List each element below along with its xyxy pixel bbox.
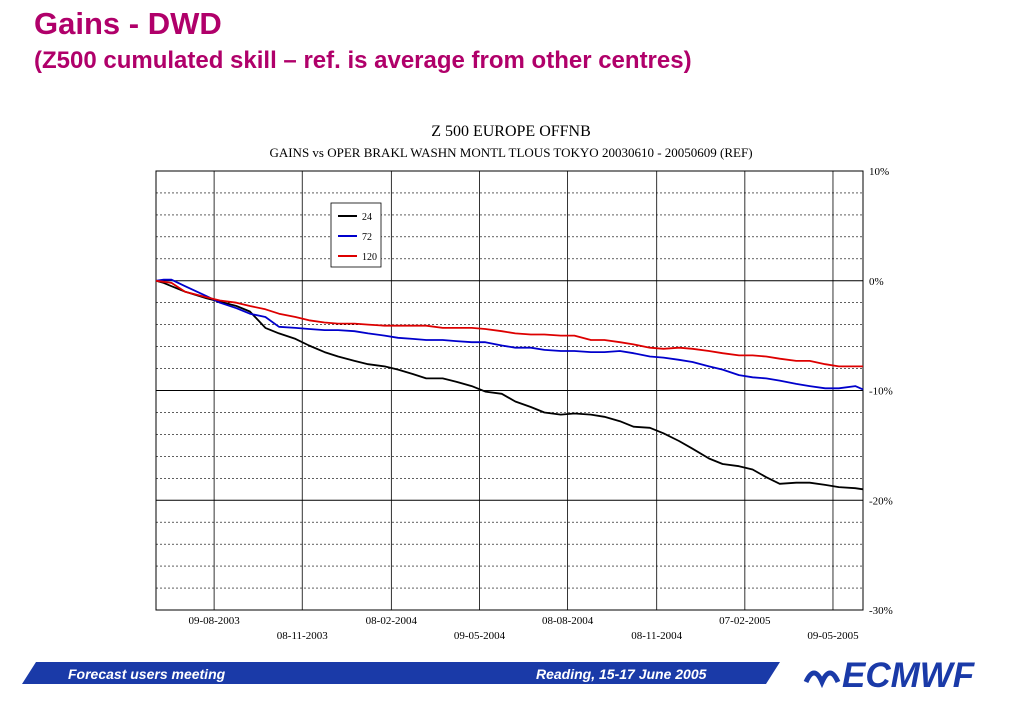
- x-tick-label: 08-08-2004: [542, 615, 594, 627]
- y-axis: 10% 0% -10% -20% -30%: [869, 166, 893, 617]
- chart-title: Z 500 EUROPE OFFNB: [431, 123, 591, 140]
- series-line-120: [155, 279, 863, 368]
- series-lines: [155, 278, 864, 491]
- plot-frame: [155, 170, 864, 611]
- x-tick-label: 09-08-2003: [188, 615, 240, 627]
- legend-label: 120: [362, 252, 377, 263]
- y-tick-label: -10%: [869, 386, 893, 398]
- x-tick-label: 08-11-2003: [277, 630, 328, 642]
- y-tick-label: 0%: [869, 276, 884, 288]
- y-tick-label: -30%: [869, 605, 893, 617]
- x-tick-label: 08-02-2004: [366, 615, 418, 627]
- x-tick-label: 08-11-2004: [631, 630, 682, 642]
- svg-text:ECMWF: ECMWF: [842, 656, 976, 695]
- x-tick-label: 09-05-2005: [807, 630, 859, 642]
- x-tick-label: 09-05-2004: [454, 630, 506, 642]
- slide-subtitle: (Z500 cumulated skill – ref. is average …: [34, 47, 692, 74]
- x-axis: 09-08-2003 08-02-2004 08-08-2004 07-02-2005…: [188, 615, 859, 642]
- y-tick-label: -20%: [869, 495, 893, 507]
- series-line-72: [155, 278, 864, 391]
- slide-title: Gains - DWD: [34, 6, 222, 41]
- ecmwf-logo: ECMWF: [803, 656, 976, 695]
- footer-event: Forecast users meeting: [68, 666, 226, 682]
- line-chart: Z 500 EUROPE OFFNB GAINS vs OPER BRAKL W…: [155, 123, 893, 642]
- chart-legend: 24 72 120: [330, 202, 382, 268]
- series-line-24: [155, 279, 864, 491]
- footer-location-date: Reading, 15-17 June 2005: [536, 666, 707, 682]
- y-tick-label: 10%: [869, 166, 889, 178]
- x-tick-label: 07-02-2005: [719, 615, 771, 627]
- legend-label: 72: [362, 232, 372, 243]
- chart-subtitle: GAINS vs OPER BRAKL WASHN MONTL TLOUS TO…: [269, 145, 752, 160]
- footer-bar: [22, 662, 780, 684]
- chart-grid: [156, 170, 863, 611]
- legend-label: 24: [362, 212, 372, 223]
